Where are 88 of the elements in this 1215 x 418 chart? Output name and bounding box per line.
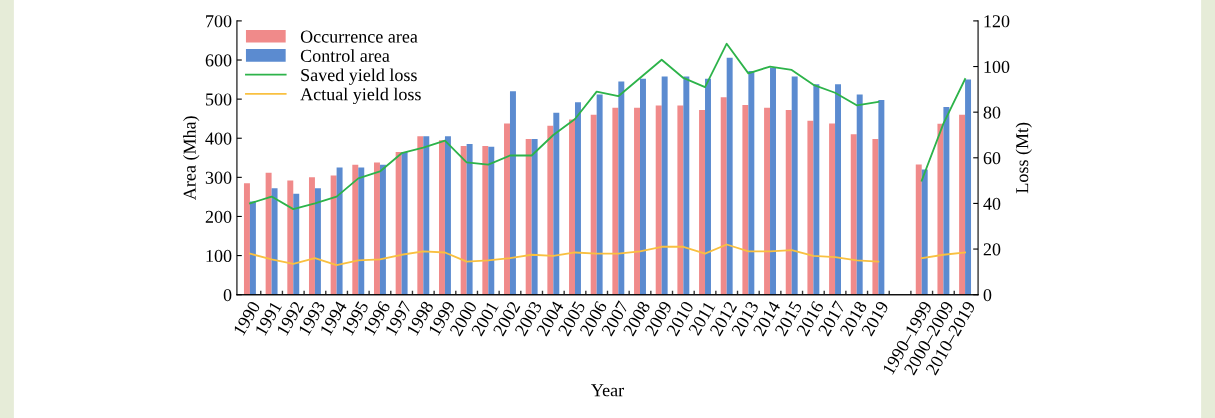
bar: [466, 144, 473, 295]
y2-tick-label: 60: [983, 152, 1001, 165]
bar: [770, 67, 776, 295]
bar: [856, 94, 863, 295]
bar: [661, 76, 668, 295]
bar: [293, 193, 300, 295]
bar: [336, 167, 343, 295]
legend-label: Actual yield loss: [300, 87, 421, 105]
bar: [488, 146, 495, 295]
bar: [943, 106, 950, 295]
y2-tick-label: 80: [983, 106, 1001, 119]
y-tick-label: 100: [206, 249, 232, 263]
bar: [683, 76, 690, 295]
bar: [965, 79, 972, 295]
bar: [243, 183, 250, 295]
bar: [872, 139, 879, 295]
y-tick-label: 200: [205, 210, 232, 223]
bar: [358, 167, 365, 295]
bar: [417, 136, 424, 295]
bar: [878, 99, 885, 295]
bar: [444, 136, 451, 295]
bar: [308, 177, 315, 295]
bar: [921, 169, 928, 295]
bar: [553, 112, 560, 295]
bar: [352, 164, 359, 295]
bar: [655, 105, 662, 295]
bar: [271, 188, 278, 295]
bar: [574, 102, 581, 295]
legend-label: Control area: [300, 49, 390, 62]
y2-axis-title: Loss (Mt): [1015, 122, 1032, 194]
bar: [726, 57, 733, 295]
bar: [525, 139, 532, 295]
bar: [829, 123, 836, 295]
bar: [547, 125, 554, 295]
bar: [395, 151, 402, 295]
bar: [850, 134, 857, 295]
bar: [504, 123, 510, 295]
bar: [618, 81, 625, 295]
bar: [937, 123, 944, 295]
bar: [423, 136, 430, 295]
bar: [807, 120, 814, 295]
bar: [401, 151, 408, 295]
bar: [379, 164, 386, 295]
y-tick-label: 700: [206, 15, 232, 28]
bar: [249, 201, 256, 295]
bar: [612, 107, 619, 295]
bar: [813, 84, 820, 295]
bar: [569, 119, 575, 295]
bar: [748, 70, 755, 295]
bar: [373, 162, 380, 295]
bar: [915, 164, 922, 295]
bar: [720, 97, 727, 295]
y2-tick-label: 20: [983, 243, 1001, 256]
bar: [764, 107, 771, 295]
bar: [330, 175, 337, 295]
bar: [742, 104, 749, 295]
bar: [785, 110, 792, 295]
y2-tick-label: 0: [983, 288, 992, 302]
bar: [835, 84, 842, 295]
bar: [634, 107, 641, 295]
bar: [439, 140, 445, 295]
bar: [699, 110, 706, 295]
y-tick-label: 400: [205, 132, 232, 145]
bar: [959, 114, 966, 295]
bar: [314, 188, 321, 295]
bar: [640, 78, 646, 295]
bar: [596, 94, 603, 295]
y2-tick-label: 100: [984, 60, 1010, 73]
bar: [791, 76, 798, 295]
bar: [509, 91, 516, 295]
y-tick-label: 500: [206, 93, 232, 106]
bar: [460, 146, 467, 295]
bar: [705, 78, 711, 295]
bar: [265, 172, 272, 295]
bar: [287, 180, 294, 295]
bar: [677, 105, 684, 295]
y-tick-label: 600: [205, 54, 232, 67]
y-tick-label: 300: [205, 171, 232, 184]
legend-label: Saved yield loss: [301, 68, 417, 85]
bar: [482, 146, 489, 295]
legend-label: Occurrence area: [300, 30, 418, 43]
bar: [531, 139, 538, 295]
y-axis-title: Area (Mha): [183, 116, 200, 200]
x-axis-title: Year: [591, 384, 624, 397]
y-tick-label: 0: [223, 288, 232, 302]
bar: [590, 114, 597, 295]
y2-tick-label: 40: [983, 197, 1001, 210]
y2-tick-label: 120: [984, 15, 1010, 28]
